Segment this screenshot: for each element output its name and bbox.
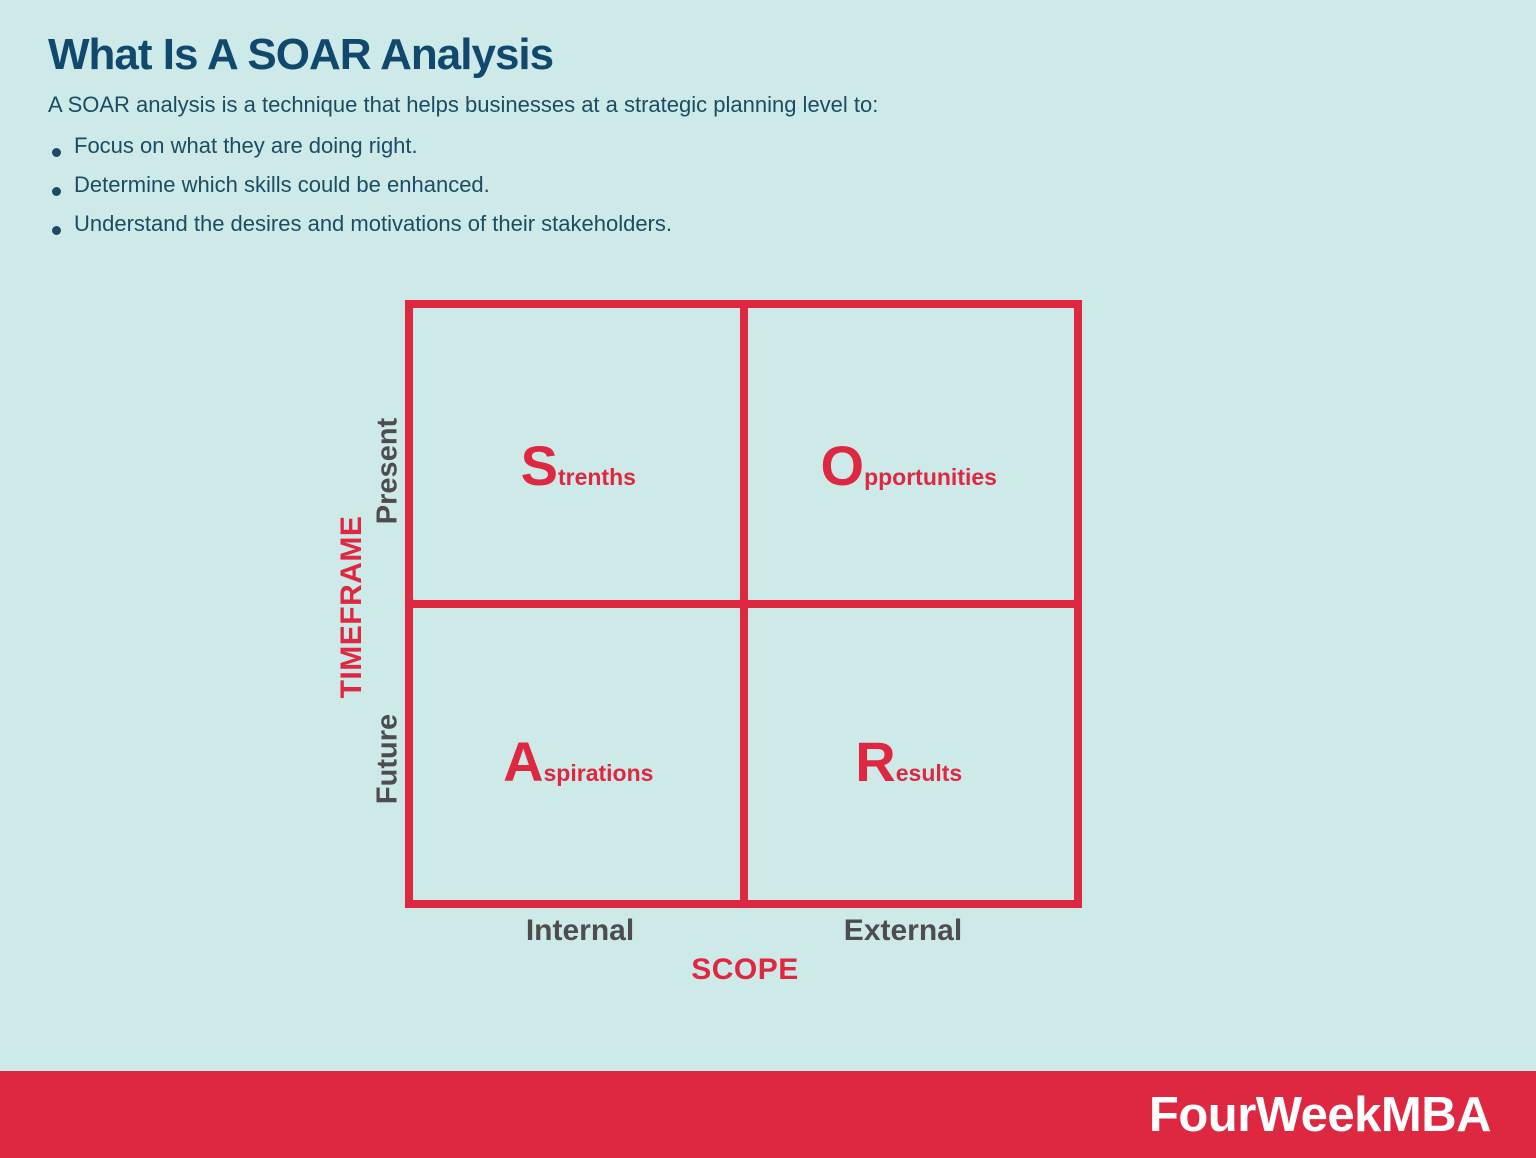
- list-item: Focus on what they are doing right.: [52, 133, 672, 172]
- bullet-text: Focus on what they are doing right.: [74, 133, 418, 158]
- list-item: Understand the desires and motivations o…: [52, 211, 672, 250]
- quadrant-initial: A: [503, 730, 544, 793]
- quadrant-initial: O: [820, 434, 865, 497]
- quadrant-initial: S: [520, 434, 558, 497]
- x-axis-tick-internal: Internal: [525, 914, 635, 947]
- bullet-text: Determine which skills could be enhanced…: [74, 172, 490, 197]
- quadrant-rest: pportunities: [864, 464, 997, 490]
- page-subtitle: A SOAR analysis is a technique that help…: [48, 92, 879, 117]
- bullet-dot-icon: [52, 187, 61, 196]
- quadrant-rest: esults: [895, 760, 963, 786]
- x-axis-tick-external: External: [843, 914, 963, 947]
- page-title: What Is A SOAR Analysis: [48, 30, 554, 79]
- quadrant-initial: R: [855, 730, 896, 793]
- quadrant-rest: trenths: [557, 464, 636, 490]
- list-item: Determine which skills could be enhanced…: [52, 172, 672, 211]
- brand-logo: FourWeekMBA: [1148, 1087, 1492, 1142]
- y-axis-tick-present: Present: [371, 417, 404, 525]
- y-axis-title-timeframe: TIMEFRAME: [335, 515, 368, 699]
- intro-bullet-list: Focus on what they are doing right. Dete…: [52, 133, 672, 250]
- bullet-text: Understand the desires and motivations o…: [74, 211, 672, 236]
- quadrant-rest: spirations: [543, 760, 654, 786]
- bullet-dot-icon: [52, 226, 61, 235]
- bullet-dot-icon: [52, 148, 61, 157]
- matrix-horizontal-divider: [413, 600, 1074, 608]
- footer-banner: FourWeekMBA: [0, 1071, 1536, 1158]
- x-axis-title-scope: SCOPE: [691, 953, 799, 986]
- y-axis-tick-future: Future: [371, 713, 404, 805]
